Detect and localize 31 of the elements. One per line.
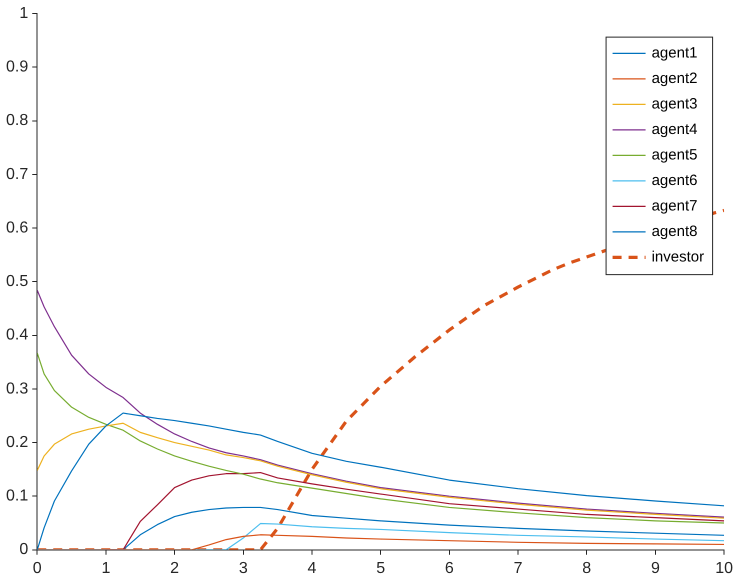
- x-tick-label: 9: [650, 560, 660, 577]
- x-tick-label: 2: [170, 560, 180, 577]
- y-tick-label: 0.1: [6, 488, 28, 505]
- legend-label: agent3: [652, 95, 698, 112]
- y-tick-label: 1: [19, 5, 28, 22]
- x-tick-label: 5: [376, 560, 386, 577]
- x-tick-label: 3: [238, 560, 248, 577]
- legend-label: agent7: [652, 197, 698, 214]
- y-tick-label: 0.5: [6, 273, 28, 290]
- x-tick-label: 6: [444, 560, 454, 577]
- y-tick-label: 0.8: [6, 112, 28, 130]
- y-tick-label: 0.4: [6, 326, 28, 344]
- x-tick-label: 10: [715, 560, 734, 577]
- y-tick-label: 0.3: [6, 380, 28, 398]
- legend-label: agent5: [652, 146, 698, 164]
- x-tick-label: 0: [32, 560, 42, 577]
- legend-label: agent1: [652, 44, 698, 62]
- legend-label: agent2: [652, 70, 698, 87]
- y-tick-label: 0.2: [6, 434, 28, 451]
- legend-label: agent8: [652, 222, 698, 240]
- y-tick-label: 0.7: [6, 166, 28, 183]
- y-tick-label: 0.6: [6, 219, 28, 236]
- legend-label: agent6: [652, 172, 698, 189]
- y-tick-label: 0.9: [6, 58, 28, 76]
- legend-label: investor: [652, 248, 704, 266]
- y-tick-label: 0: [19, 541, 28, 558]
- x-tick-label: 7: [514, 560, 523, 577]
- legend-label: agent4: [652, 120, 698, 138]
- x-tick-label: 4: [308, 560, 317, 577]
- x-tick-label: 8: [582, 560, 592, 577]
- x-tick-label: 1: [101, 560, 110, 577]
